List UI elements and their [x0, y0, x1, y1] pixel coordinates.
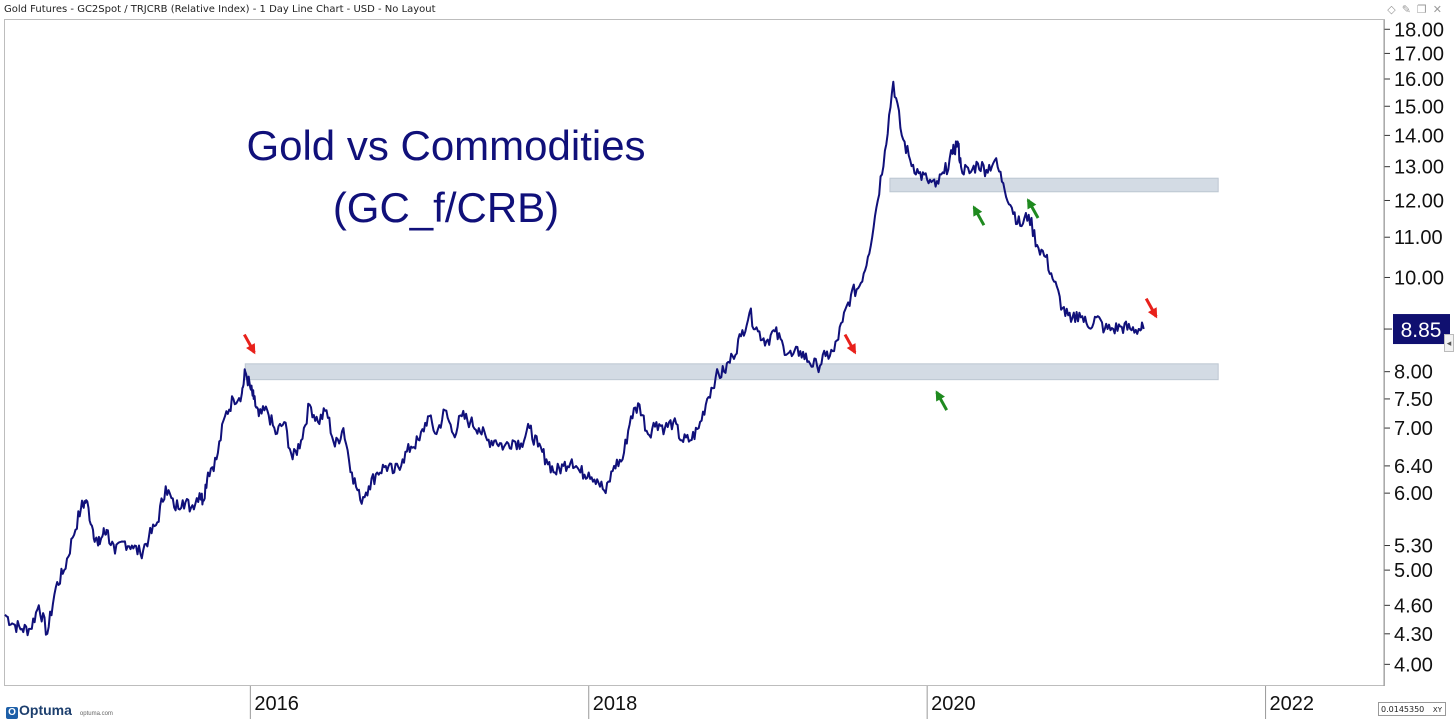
y-tick-label: 14.00: [1394, 125, 1444, 147]
y-tick-label: 11.00: [1394, 227, 1443, 249]
y-tick-label: 6.40: [1394, 456, 1433, 478]
price-line-layer: [4, 80, 1145, 637]
green-arrow-2: [1026, 198, 1040, 219]
restore-icon[interactable]: ❐: [1416, 3, 1433, 16]
zone-band-0: [244, 363, 1219, 381]
chart-title: Gold vs Commodities (GC_f/CRB): [246, 122, 645, 231]
y-tick-label: 4.60: [1394, 595, 1433, 617]
readout-value: 0.0145350: [1381, 705, 1425, 714]
chart-header: Gold Futures - GC2Spot / TRJCRB (Relativ…: [0, 0, 1456, 20]
x-axis: 2016 2018 2020 2022: [249, 686, 1315, 719]
green-arrow-1: [972, 205, 986, 226]
x-tick-label: 2020: [931, 693, 976, 715]
y-tick-label: 4.00: [1394, 654, 1433, 676]
y-tick-label: 15.00: [1394, 96, 1444, 118]
y-tick-label: 7.50: [1394, 389, 1433, 411]
y-tick-label: 7.00: [1394, 418, 1433, 440]
y-tick-label: 5.30: [1394, 536, 1433, 558]
y-tick-label: 12.00: [1394, 190, 1444, 212]
x-tick-label: 2016: [254, 693, 299, 715]
annotation-arrows: [243, 198, 1158, 411]
pin-icon[interactable]: ✎: [1401, 3, 1417, 16]
x-tick-label: 2022: [1270, 693, 1315, 715]
red-arrow-1: [843, 333, 857, 355]
green-arrow-1-head: [972, 205, 983, 217]
chart-title-line-0: Gold vs Commodities: [246, 122, 645, 169]
y-tick-label: 10.00: [1394, 267, 1444, 289]
last-value-label: 8.85: [1401, 319, 1442, 342]
last-value-badge: 8.85: [1384, 314, 1450, 345]
collapse-panel-tab[interactable]: ◂: [1444, 334, 1454, 352]
y-tick-label: 18.00: [1394, 19, 1444, 41]
y-axis: 4.00 4.30 4.60 5.005.30 6.00 6.40 7.00 7.50 8.00…: [1383, 19, 1444, 686]
red-arrow-1-head: [846, 343, 856, 355]
y-tick-label: 17.00: [1394, 43, 1444, 65]
y-tick-label: 4.30: [1394, 624, 1433, 646]
y-tick-label: 6.00: [1394, 483, 1433, 505]
red-arrow-2-head: [1147, 307, 1158, 319]
chart-title-line-1: (GC_f/CRB): [333, 184, 559, 231]
y-tick-label: 5.00: [1394, 560, 1433, 582]
zone-band-1: [889, 177, 1219, 193]
window-controls: ◇✎❐✕: [1387, 0, 1448, 20]
green-arrow-2-head: [1027, 198, 1037, 210]
chart-caption: Gold Futures - GC2Spot / TRJCRB (Relativ…: [4, 4, 436, 15]
price-series-line: [4, 80, 1145, 637]
y-tick-label: 16.00: [1394, 69, 1444, 91]
red-arrow-0-head: [246, 343, 256, 355]
readout-mode[interactable]: XY: [1432, 706, 1442, 714]
resistance-zones: [244, 177, 1219, 381]
diamond-icon[interactable]: ◇: [1387, 3, 1402, 16]
y-tick-label: 13.00: [1394, 157, 1444, 179]
optuma-logo: O Optuma optuma.com: [6, 702, 113, 719]
x-tick-label: 2018: [593, 693, 638, 715]
optuma-url: optuma.com: [79, 711, 113, 717]
red-arrow-2: [1144, 297, 1158, 319]
green-arrow-0-head: [935, 390, 945, 402]
cursor-readout[interactable]: 0.0145350 XY: [1378, 702, 1446, 716]
close-icon[interactable]: ✕: [1432, 3, 1448, 16]
optuma-logo-icon: O: [6, 707, 18, 719]
last-value-bg: [1393, 314, 1450, 345]
y-tick-label: 8.00: [1394, 362, 1433, 384]
green-arrow-0: [935, 390, 949, 411]
red-arrow-0: [243, 333, 256, 355]
